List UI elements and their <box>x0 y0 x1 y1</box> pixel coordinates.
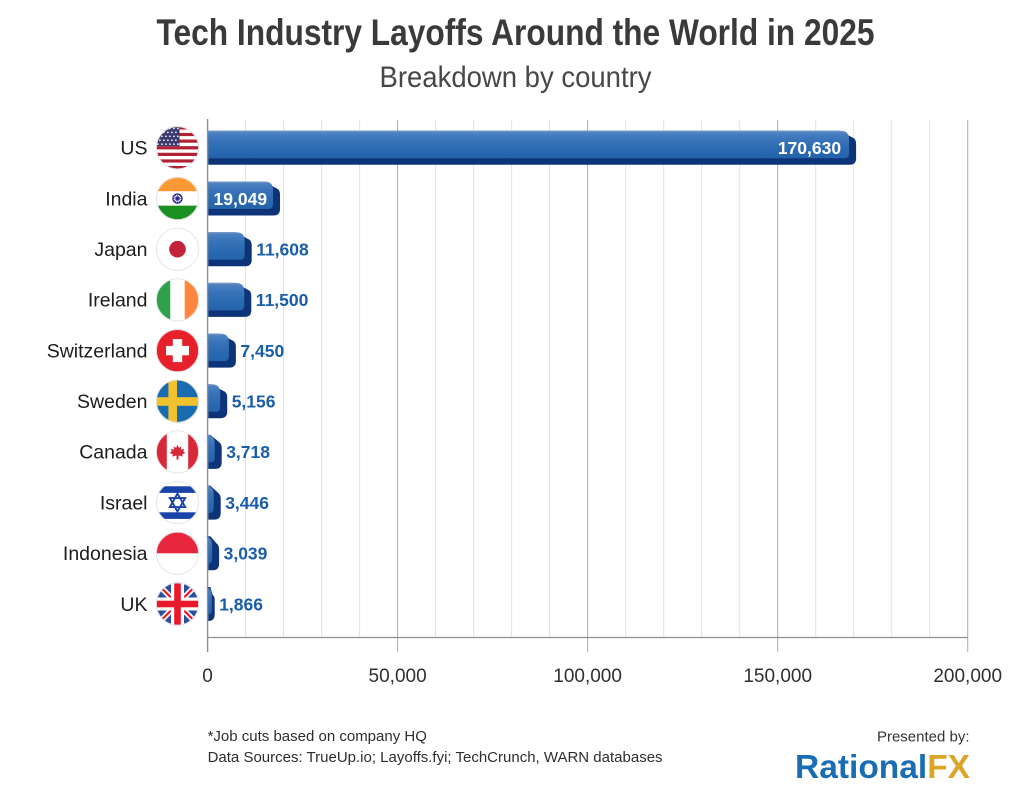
svg-text:Canada: Canada <box>79 442 147 464</box>
svg-text:Presented by:: Presented by: <box>877 729 970 746</box>
svg-text:Tech Industry Layoffs Around t: Tech Industry Layoffs Around the World i… <box>157 12 875 53</box>
svg-text:Data Sources: TrueUp.io; Layof: Data Sources: TrueUp.io; Layoffs.fyi; Te… <box>208 749 663 766</box>
svg-text:Israel: Israel <box>100 492 148 514</box>
svg-text:0: 0 <box>202 666 213 687</box>
svg-text:150,000: 150,000 <box>743 666 812 687</box>
svg-text:100,000: 100,000 <box>553 666 622 687</box>
svg-text:3,039: 3,039 <box>224 544 268 564</box>
svg-text:Indonesia: Indonesia <box>63 543 148 565</box>
svg-text:50,000: 50,000 <box>369 666 427 687</box>
svg-text:Breakdown by country: Breakdown by country <box>380 61 652 94</box>
svg-text:RationalFX: RationalFX <box>795 749 971 786</box>
svg-text:5,156: 5,156 <box>232 392 276 412</box>
svg-text:3,718: 3,718 <box>226 442 270 462</box>
svg-text:19,049: 19,049 <box>214 189 268 209</box>
svg-text:7,450: 7,450 <box>240 341 284 361</box>
svg-text:170,630: 170,630 <box>778 138 842 158</box>
svg-text:11,608: 11,608 <box>256 240 309 260</box>
svg-text:US: US <box>120 138 147 160</box>
svg-text:Sweden: Sweden <box>77 391 147 413</box>
svg-text:11,500: 11,500 <box>256 290 309 310</box>
svg-text:1,866: 1,866 <box>219 594 263 614</box>
svg-text:UK: UK <box>120 594 147 616</box>
svg-text:Ireland: Ireland <box>88 290 148 312</box>
svg-text:*Job cuts based on company HQ: *Job cuts based on company HQ <box>208 728 427 745</box>
svg-text:200,000: 200,000 <box>933 666 1002 687</box>
svg-text:Japan: Japan <box>94 239 147 261</box>
svg-text:3,446: 3,446 <box>225 493 269 513</box>
svg-text:Switzerland: Switzerland <box>47 340 148 362</box>
svg-text:India: India <box>105 188 147 210</box>
